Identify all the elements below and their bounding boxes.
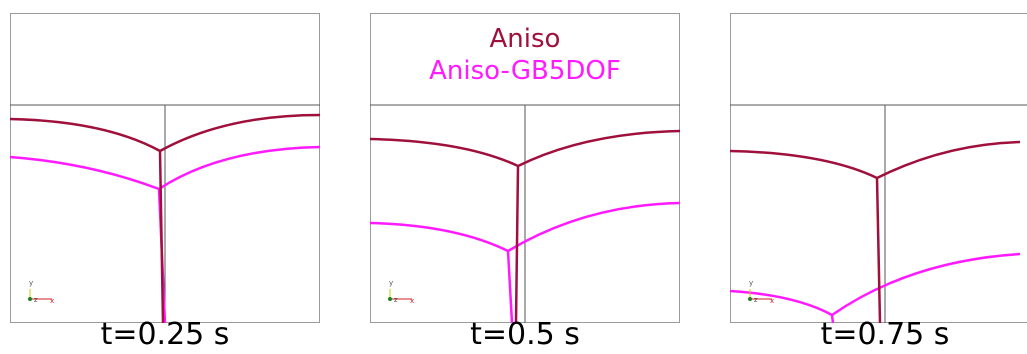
triad-x-label: x	[410, 297, 414, 305]
axes-triad-icon: y z x	[748, 279, 774, 305]
triad-z-label: z	[34, 296, 38, 304]
caption-t025: t=0.25 s	[100, 317, 230, 352]
triad-y-label: y	[29, 279, 33, 287]
legend-item-aniso-gb5dof: Aniso-GB5DOF	[429, 56, 621, 86]
gb5dof-left-boundary	[729, 289, 835, 324]
panel-t05: y z x Aniso Aniso-GB5DOF	[369, 13, 681, 324]
legend: Aniso Aniso-GB5DOF	[370, 23, 680, 87]
gb5dof-right-boundary	[158, 145, 321, 191]
panel-t025: y z x	[9, 13, 321, 324]
axes-triad-icon: y z x	[388, 279, 414, 305]
aniso-right-boundary	[159, 113, 321, 153]
aniso-left-boundary	[729, 149, 882, 324]
triad-y-label: y	[389, 279, 393, 287]
panel-t025-plot: y z x	[9, 13, 321, 324]
triad-z-label: z	[754, 296, 758, 304]
axes-triad-icon: y z x	[28, 279, 54, 305]
aniso-left-boundary	[369, 137, 520, 324]
gb5dof-left-boundary	[369, 221, 514, 324]
legend-item-aniso: Aniso	[489, 24, 561, 54]
panel-t075-plot: y z x	[729, 13, 1027, 324]
gb5dof-right-boundary	[507, 201, 681, 253]
panel-t05-plot: y z x	[369, 13, 681, 324]
gb5dof-right-boundary	[831, 252, 1021, 317]
aniso-left-boundary	[9, 117, 165, 324]
caption-t05: t=0.5 s	[470, 317, 580, 352]
triad-x-label: x	[50, 297, 54, 305]
triad-y-label: y	[749, 279, 753, 287]
caption-t075: t=0.75 s	[820, 317, 950, 352]
triad-x-label: x	[770, 297, 774, 305]
panel-t075: y z x	[729, 13, 1027, 324]
aniso-right-boundary	[517, 129, 681, 168]
gb5dof-left-boundary	[9, 155, 167, 324]
aniso-right-boundary	[876, 140, 1021, 180]
triad-z-label: z	[394, 296, 398, 304]
